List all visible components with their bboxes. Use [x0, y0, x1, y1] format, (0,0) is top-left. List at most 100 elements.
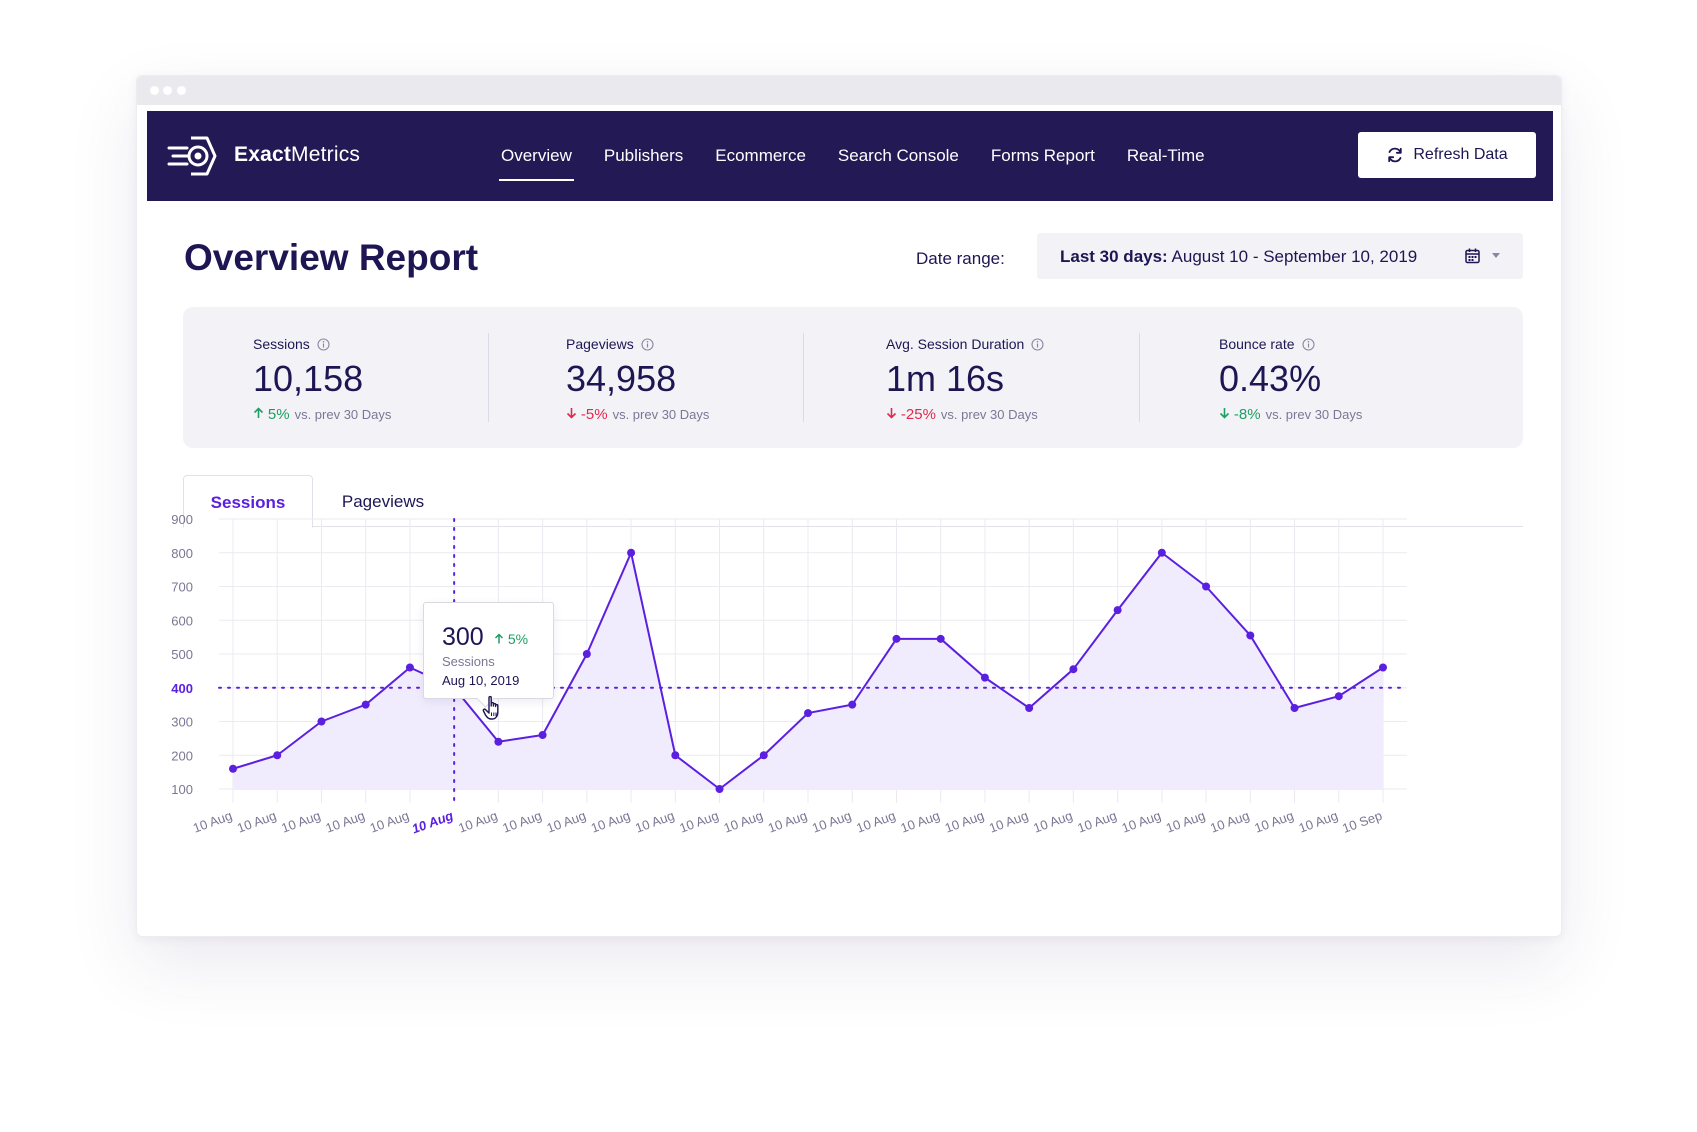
- data-point: [1379, 663, 1387, 672]
- y-tick-label: 100: [171, 782, 193, 797]
- stat-divider: [803, 333, 804, 422]
- tab-pageviews[interactable]: Pageviews: [341, 492, 425, 511]
- info-icon[interactable]: [641, 338, 654, 351]
- data-point: [804, 709, 812, 718]
- data-point: [892, 634, 901, 643]
- data-point: [1290, 704, 1299, 712]
- data-point: [1069, 665, 1078, 674]
- data-point: [1202, 582, 1211, 591]
- stat-change: -8% vs. prev 30 Days: [1219, 406, 1362, 423]
- logo-icon: [167, 136, 217, 176]
- nav-tab-publishers[interactable]: Publishers: [603, 146, 684, 165]
- data-point: [273, 751, 282, 760]
- x-tick-label: 10 Aug: [410, 808, 455, 837]
- tooltip-value: 300: [442, 623, 484, 651]
- tooltip-date: Aug 10, 2019: [442, 673, 520, 688]
- x-tick-label: 10 Aug: [545, 808, 588, 836]
- data-point: [1334, 692, 1343, 701]
- series-area: [233, 552, 1383, 790]
- data-point: [980, 673, 989, 682]
- data-point: [848, 700, 857, 709]
- stat-change: -5% vs. prev 30 Days: [566, 406, 709, 423]
- window-dot: [163, 86, 172, 95]
- x-tick-label: 10 Aug: [633, 808, 676, 836]
- x-tick-label: 10 Aug: [589, 808, 632, 836]
- stat-label: Avg. Session Duration: [886, 336, 1044, 352]
- nav-tab-search-console[interactable]: Search Console: [837, 146, 959, 165]
- nav-tab-forms-report[interactable]: Forms Report: [990, 146, 1095, 165]
- x-tick-label: 10 Aug: [235, 808, 278, 836]
- stat-change: -25% vs. prev 30 Days: [886, 406, 1038, 423]
- x-tick-label: 10 Aug: [943, 808, 986, 836]
- y-tick-label: 700: [171, 580, 193, 595]
- tooltip-label: Sessions: [442, 654, 495, 669]
- info-icon[interactable]: [1031, 338, 1044, 351]
- data-point: [361, 700, 370, 709]
- x-tick-label: 10 Aug: [279, 808, 322, 836]
- window-dot: [150, 86, 159, 95]
- pointer-cursor-icon: [482, 695, 499, 720]
- stat-divider: [1139, 333, 1140, 422]
- stat-label: Sessions: [253, 336, 330, 352]
- x-tick-label: 10 Aug: [191, 808, 234, 836]
- y-tick-label: 500: [171, 647, 193, 662]
- stats-panel: Sessions 10,158 5% vs. prev 30 Days Pagev…: [183, 307, 1523, 448]
- y-tick-label: 200: [171, 748, 193, 763]
- y-tick-label: 800: [171, 546, 193, 561]
- top-navbar: ExactMetrics Overview Publishers Ecommer…: [147, 111, 1553, 201]
- window-dot: [177, 86, 186, 95]
- brand-logo[interactable]: ExactMetrics: [167, 131, 397, 181]
- chart-tooltip: 300 5% Sessions Aug 10, 2019: [423, 602, 554, 699]
- nav-tab-overview[interactable]: Overview: [485, 111, 588, 201]
- x-tick-label: 10 Aug: [500, 808, 543, 836]
- stat-value: 0.43%: [1219, 358, 1322, 399]
- y-tick-label: 400: [171, 681, 193, 696]
- tooltip-change: 5%: [494, 631, 528, 647]
- x-tick-label: 10 Aug: [766, 808, 809, 836]
- refresh-data-label: Refresh Data: [1413, 146, 1508, 163]
- info-icon[interactable]: [1301, 338, 1315, 351]
- stat-change: 5% vs. prev 30 Days: [253, 406, 391, 423]
- y-tick-label: 900: [171, 512, 193, 527]
- x-tick-label: 10 Aug: [1208, 808, 1251, 836]
- x-tick-label: 10 Aug: [324, 808, 367, 836]
- brand-name: ExactMetrics: [234, 143, 361, 166]
- x-tick-label: 10 Aug: [810, 808, 853, 836]
- date-range-picker[interactable]: Last 30 days: August 10 - September 10, …: [1037, 233, 1523, 279]
- info-icon[interactable]: [317, 338, 330, 351]
- x-tick-label: 10 Aug: [1297, 808, 1340, 836]
- arrow-down-icon: [886, 408, 897, 419]
- calendar-icon: [1465, 248, 1480, 264]
- data-point: [582, 650, 591, 658]
- stat-value: 10,158: [253, 358, 364, 399]
- refresh-icon: [1388, 147, 1403, 163]
- data-point: [1025, 704, 1034, 712]
- x-tick-label: 10 Aug: [722, 808, 765, 836]
- arrow-down-icon: [566, 408, 577, 419]
- data-point: [627, 548, 636, 557]
- arrow-up-icon: [253, 407, 264, 418]
- nav-tab-real-time[interactable]: Real-Time: [1126, 146, 1205, 165]
- arrow-up-icon: [494, 633, 504, 644]
- window-titlebar: [137, 76, 1561, 105]
- data-point: [317, 717, 326, 726]
- date-range-label: Date range:: [916, 249, 1005, 268]
- x-tick-label: 10 Aug: [987, 808, 1030, 836]
- data-point: [405, 663, 414, 672]
- main-nav: Overview Publishers Ecommerce Search Con…: [485, 111, 1221, 201]
- page-title: Overview Report: [184, 237, 479, 278]
- x-tick-label: 10 Aug: [1031, 808, 1074, 836]
- arrow-down-icon: [1219, 408, 1230, 419]
- refresh-data-button[interactable]: Refresh Data: [1358, 132, 1536, 178]
- data-point: [936, 634, 945, 643]
- data-point: [759, 751, 768, 760]
- data-point: [494, 737, 503, 746]
- stat-label: Bounce rate: [1219, 336, 1315, 352]
- caret-down-icon: [1492, 253, 1500, 258]
- nav-tab-ecommerce[interactable]: Ecommerce: [715, 146, 806, 165]
- x-tick-label: 10 Aug: [1164, 808, 1207, 836]
- x-tick-label: 10 Aug: [854, 808, 897, 836]
- data-point: [715, 785, 724, 793]
- x-tick-label: 10 Aug: [677, 808, 720, 836]
- x-tick-label: 10 Aug: [1075, 808, 1118, 836]
